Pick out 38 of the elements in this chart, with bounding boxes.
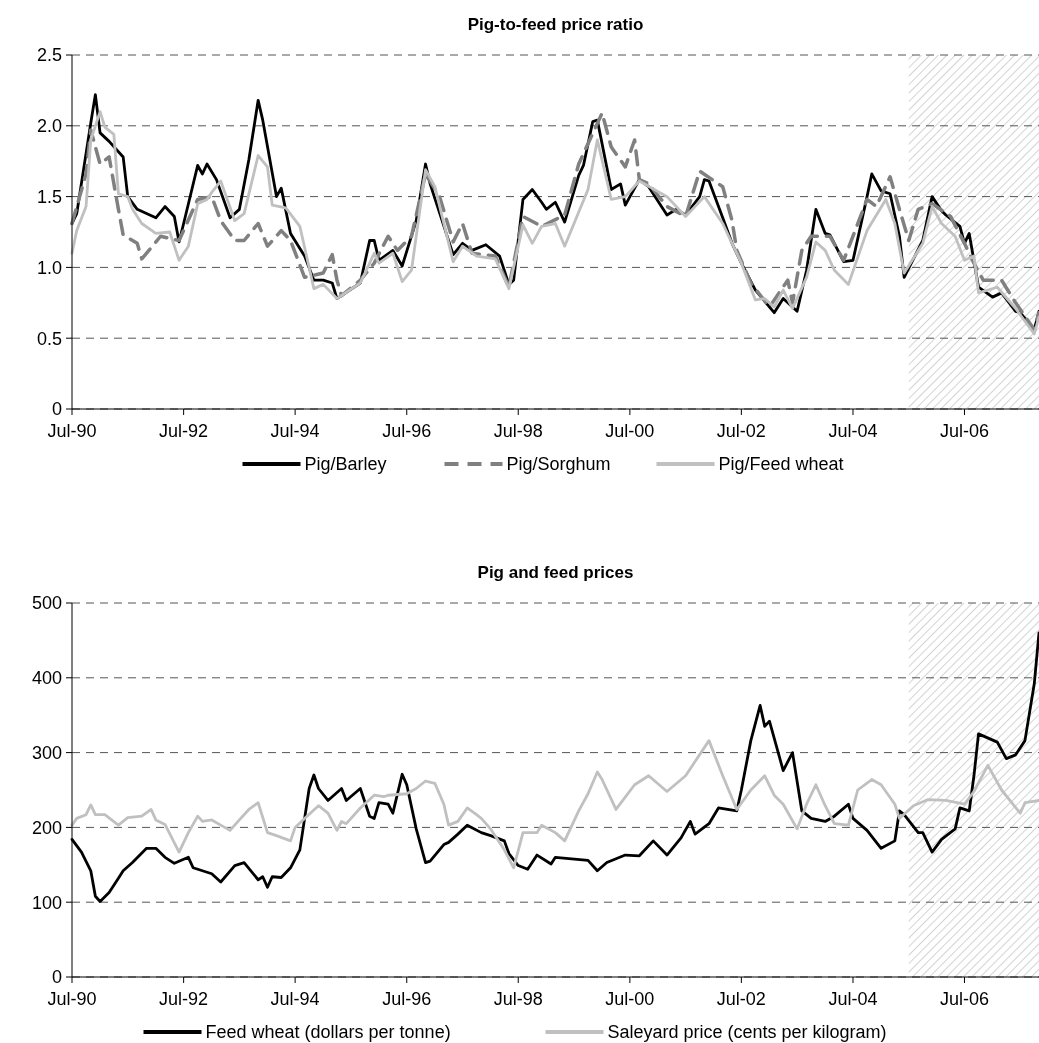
chart-title: Pig-to-feed price ratio <box>467 15 644 34</box>
x-tick-label: Jul-98 <box>493 989 543 1009</box>
y-tick-label: 100 <box>31 892 62 913</box>
x-tick-label: Jul-98 <box>493 421 543 441</box>
y-tick-label: 300 <box>31 742 62 763</box>
legend-label: Pig/Sorghum <box>506 454 611 475</box>
x-tick-label: Jul-90 <box>47 989 97 1009</box>
y-tick-label: 1.0 <box>36 257 62 278</box>
x-tick-label: Jul-92 <box>159 989 209 1009</box>
y-tick-label: 0 <box>51 399 62 420</box>
x-tick-label: Jul-04 <box>828 989 878 1009</box>
x-tick-label: Jul-92 <box>159 421 209 441</box>
legend-label: Feed wheat (dollars per tonne) <box>205 1022 451 1043</box>
y-tick-label: 200 <box>31 817 62 838</box>
legend-label: Pig/Barley <box>304 454 387 475</box>
x-tick-label: Jul-02 <box>716 421 766 441</box>
line-series <box>70 739 1039 870</box>
x-tick-label: Jul-90 <box>47 421 97 441</box>
y-tick-label: 400 <box>31 668 62 689</box>
x-tick-label: Jul-04 <box>828 421 878 441</box>
y-tick-label: 1.5 <box>36 186 62 207</box>
x-tick-label: Jul-00 <box>605 421 655 441</box>
y-tick-label: 2.0 <box>36 116 62 137</box>
y-tick-label: 2.5 <box>36 45 62 66</box>
legend-label: Pig/Feed wheat <box>718 454 844 475</box>
x-tick-label: Jul-06 <box>939 989 989 1009</box>
y-tick-label: 0.5 <box>36 328 62 349</box>
x-tick-label: Jul-06 <box>939 421 989 441</box>
x-tick-label: Jul-94 <box>270 421 320 441</box>
x-tick-label: Jul-94 <box>270 989 320 1009</box>
chart-title: Pig and feed prices <box>477 563 634 582</box>
y-tick-label: 0 <box>51 967 62 988</box>
x-tick-label: Jul-02 <box>716 989 766 1009</box>
x-tick-label: Jul-96 <box>382 989 432 1009</box>
x-tick-label: Jul-00 <box>605 989 655 1009</box>
legend-label: Saleyard price (cents per kilogram) <box>607 1022 887 1043</box>
x-tick-label: Jul-96 <box>382 421 432 441</box>
y-tick-label: 500 <box>31 593 62 614</box>
